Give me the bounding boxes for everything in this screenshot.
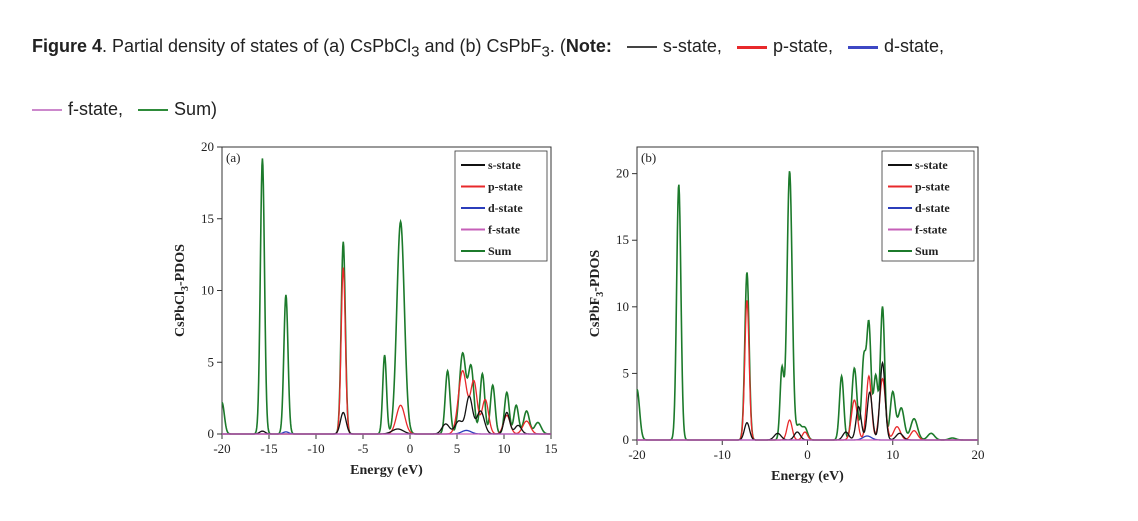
x-tick-label: 10 (498, 441, 511, 456)
y-axis-label: CsPbCl3-PDOS (173, 244, 191, 337)
swatch-d-state (847, 45, 878, 49)
x-tick-label: -10 (714, 447, 731, 462)
y-tick-label: 5 (623, 365, 630, 380)
caption-item-p: p-state, (772, 36, 833, 56)
caption-item-sum: Sum) (174, 98, 218, 119)
pdos-chart-b: -20 -10 0 10 20 0 5 10 15 20 Energy (eV) CsPbF3-PDO… (588, 146, 985, 484)
y-tick-label: 0 (208, 426, 215, 441)
x-axis-label: Energy (eV) (771, 469, 844, 484)
legend-label-d: d-state (915, 201, 950, 215)
swatch-f-state (32, 108, 62, 111)
legend-box (881, 150, 975, 262)
x-tick-label: -5 (358, 441, 369, 456)
swatch-s-state (626, 46, 657, 49)
y-tick-label: 15 (201, 211, 214, 226)
x-tick-label: 5 (454, 441, 461, 456)
y-tick-label: 15 (616, 232, 629, 247)
legend-label-d: d-state (488, 201, 523, 215)
y-axis-label: CsPbF3-PDOS (588, 250, 606, 338)
x-tick-label: 0 (407, 441, 414, 456)
swatch-sum (138, 108, 169, 111)
panel-label: (b) (641, 150, 656, 165)
legend-label-f: f-state (488, 223, 521, 237)
caption-subscript-2: 3 (541, 43, 550, 61)
caption-item-s: s-state, (662, 36, 722, 56)
panel-label: (a) (226, 150, 240, 165)
series-line-p (222, 267, 551, 435)
figure-label: Figure 4 (32, 36, 103, 56)
legend-label-p: p-state (915, 180, 950, 194)
legend-label-f: f-state (915, 223, 948, 237)
x-axis-label: Energy (eV) (350, 463, 423, 478)
legend-box (454, 150, 548, 262)
x-tick-label: 10 (886, 447, 899, 462)
x-tick-label: 20 (972, 447, 985, 462)
pdos-chart-a: -20 -15 -10 -5 0 5 10 15 0 5 10 15 20 Energy (eV) CsPb… (173, 139, 558, 478)
caption-open: . ( (549, 36, 566, 56)
x-tick-label: -20 (213, 441, 230, 456)
caption-item-d: d-state, (883, 36, 945, 56)
y-tick-label: 10 (616, 299, 629, 314)
swatch-p-state (736, 45, 767, 49)
caption-text: . Partial density of states of (a) CsPbC… (102, 36, 412, 56)
x-tick-label: -20 (628, 447, 645, 462)
legend-label-s: s-state (488, 158, 521, 172)
y-tick-label: 20 (616, 166, 629, 181)
y-tick-label: 10 (201, 283, 214, 298)
caption-and: and (b) CsPbF (419, 36, 542, 56)
series-line-s (637, 360, 978, 441)
legend-label-s: s-state (915, 158, 948, 172)
caption-note: Note: (565, 36, 612, 56)
series-line-p (637, 300, 978, 441)
legend-label-p: p-state (488, 180, 523, 194)
x-tick-label: -15 (260, 441, 277, 456)
legend-label-sum: Sum (488, 244, 511, 258)
y-tick-label: 5 (208, 354, 215, 369)
caption-subscript-1: 3 (411, 43, 420, 61)
y-tick-label: 20 (201, 139, 214, 154)
legend-label-sum: Sum (915, 244, 938, 258)
x-tick-label: 15 (545, 441, 558, 456)
x-tick-label: 0 (804, 447, 811, 462)
y-tick-label: 0 (623, 432, 630, 447)
caption-item-f: f-state, (68, 98, 124, 119)
figure-caption: Figure 4. Partial density of states of (… (32, 18, 1122, 137)
x-tick-label: -10 (307, 441, 324, 456)
